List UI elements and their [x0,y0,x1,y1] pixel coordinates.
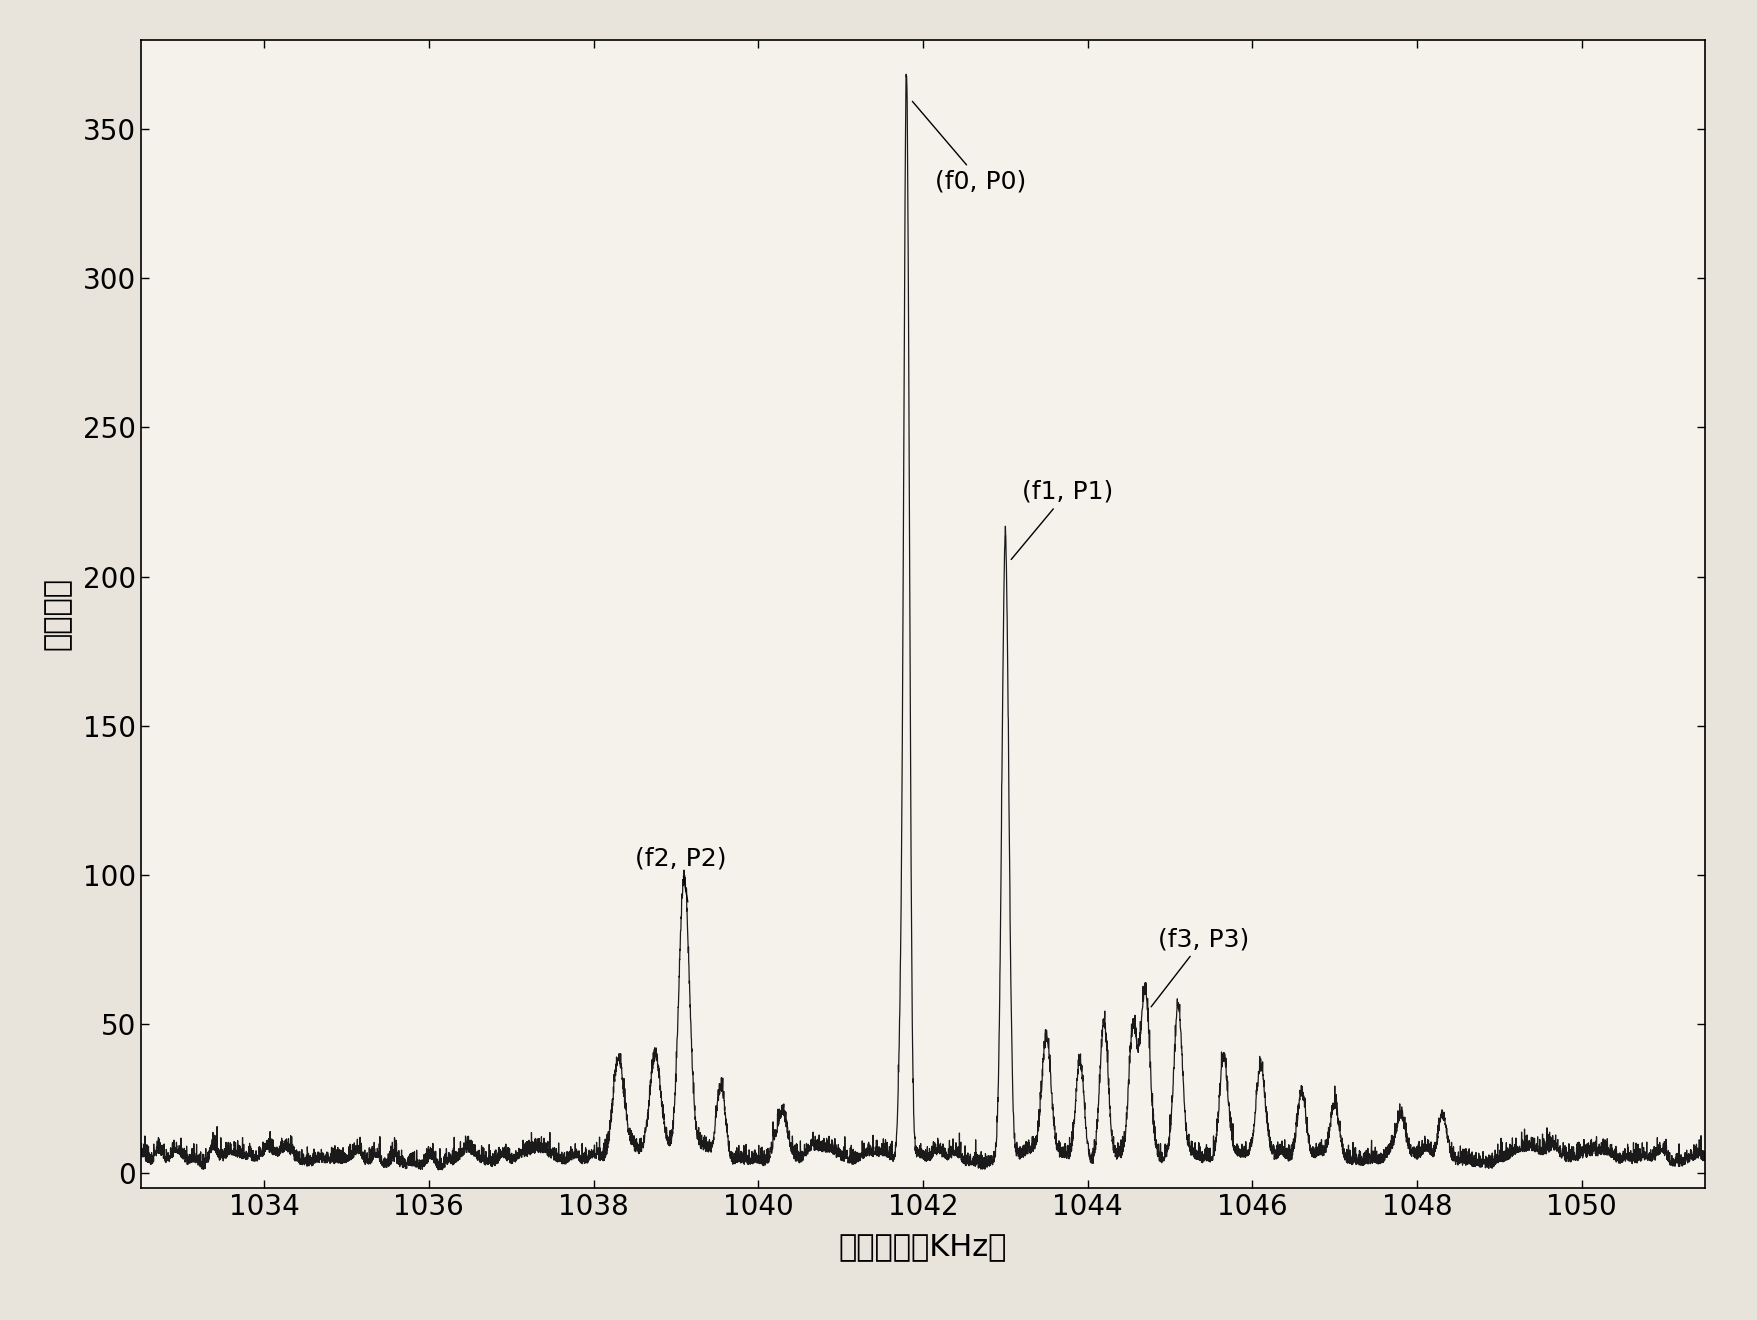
Text: (f3, P3): (f3, P3) [1151,928,1247,1007]
Y-axis label: 信号功率: 信号功率 [42,577,72,651]
Text: (f1, P1): (f1, P1) [1010,480,1112,560]
Text: (f2, P2): (f2, P2) [634,847,726,902]
Text: (f0, P0): (f0, P0) [912,102,1026,194]
X-axis label: 信号频率（KHz）: 信号频率（KHz） [838,1232,1007,1261]
